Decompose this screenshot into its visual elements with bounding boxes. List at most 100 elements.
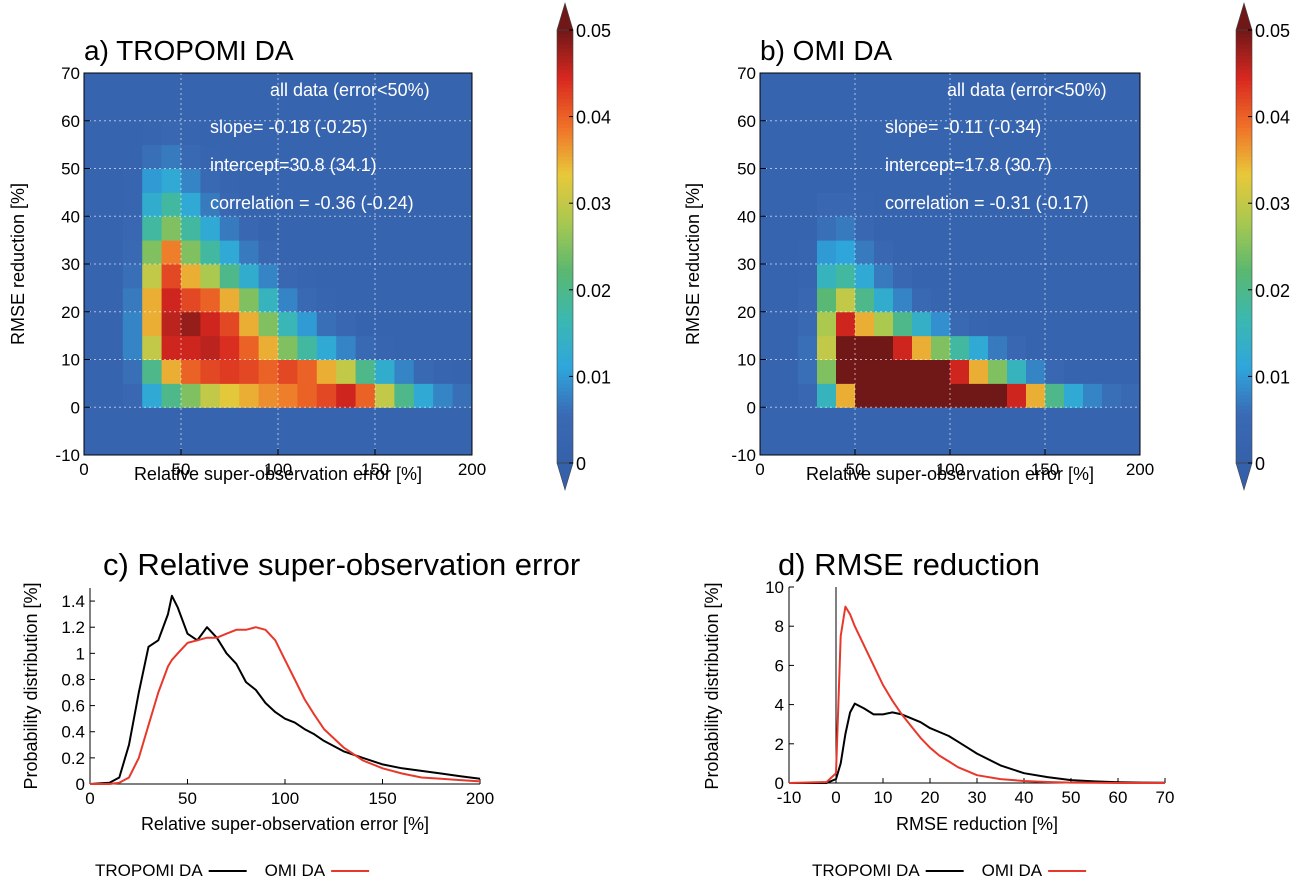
heatmap-cell	[912, 359, 932, 384]
heatmap-cell	[219, 287, 240, 313]
colorbar-segment	[1236, 325, 1252, 330]
colorbar-segment	[557, 246, 573, 251]
x-axis-label: Relative super-observation error [%]	[806, 464, 1094, 484]
colorbar-tick-label: 0.02	[576, 281, 611, 301]
colorbar-segment	[1236, 181, 1252, 186]
y-tick-label: 10	[61, 351, 80, 370]
heatmap-cell	[1064, 192, 1084, 217]
heatmap-cell	[142, 287, 163, 313]
heatmap-cell	[1026, 264, 1046, 289]
colorbar-tick-label: 0.03	[1255, 194, 1290, 214]
heatmap-cell	[1102, 192, 1122, 217]
y-tick-label: 60	[61, 112, 80, 131]
heatmap-cell	[200, 383, 221, 408]
heatmap-cell	[316, 431, 337, 456]
colorbar-segment	[1236, 206, 1252, 211]
colorbar-segment	[557, 394, 573, 399]
colorbar-segment	[1236, 91, 1252, 96]
colorbar-segment	[1236, 141, 1252, 146]
heatmap-cell	[452, 240, 473, 265]
colorbar-segment	[1236, 87, 1252, 92]
heatmap-cell	[1083, 144, 1103, 169]
heatmap-cell	[988, 431, 1008, 456]
heatmap-cell	[433, 120, 454, 146]
line-series	[789, 702, 1166, 784]
x-axis-label: RMSE reduction [%]	[896, 814, 1058, 834]
x-tick-label: 0	[755, 460, 764, 479]
colorbar-segment	[557, 390, 573, 395]
heatmap-cell	[161, 383, 182, 408]
y-tick-label: 1.4	[61, 592, 85, 611]
y-tick-label: -10	[731, 446, 756, 465]
heatmap-cell	[297, 73, 318, 98]
heatmap-cell	[258, 359, 279, 384]
heatmap-cell	[355, 168, 376, 193]
y-tick-label: 0	[747, 398, 756, 417]
heatmap-cell	[931, 264, 951, 289]
heatmap-cell	[122, 240, 143, 265]
colorbar-segment	[1236, 228, 1252, 233]
heatmap-cell	[336, 287, 357, 313]
heatmap-cell	[452, 264, 473, 289]
colorbar-segment	[557, 271, 573, 276]
heatmap-cell	[103, 144, 124, 169]
y-tick-label: 0	[775, 774, 784, 793]
heatmap-cell	[297, 359, 318, 384]
colorbar-segment	[1236, 62, 1252, 67]
x-tick-label: 0	[79, 460, 88, 479]
colorbar-segment	[1236, 329, 1252, 334]
heatmap-cell	[1102, 144, 1122, 169]
heatmap-cell	[855, 144, 875, 169]
heatmap-cell	[452, 431, 473, 456]
heatmap-cell	[836, 120, 856, 146]
heatmap-cell	[336, 96, 357, 122]
y-tick-label: 4	[775, 696, 784, 715]
heatmap-cell	[836, 264, 856, 289]
x-tick-label: 150	[368, 789, 396, 808]
colorbar-segment	[557, 275, 573, 280]
colorbar-segment	[557, 260, 573, 266]
heatmap-cell	[122, 264, 143, 289]
heatmap-cell	[988, 240, 1008, 265]
x-axis-label: Relative super-observation error [%]	[141, 814, 429, 834]
colorbar-segment	[1236, 441, 1252, 446]
colorbar-segment	[1236, 138, 1252, 143]
colorbar-segment	[557, 455, 573, 460]
heatmap-cell	[988, 335, 1008, 360]
colorbar-segment	[1236, 44, 1252, 49]
colorbar-segment	[1236, 134, 1252, 139]
heatmap-cell	[316, 359, 337, 384]
heatmap-cell	[413, 192, 434, 217]
colorbar-segment	[1236, 214, 1252, 219]
heatmap-cell	[84, 264, 104, 289]
colorbar-segment	[557, 170, 573, 175]
x-tick-label: 200	[466, 789, 494, 808]
colorbar-segment	[557, 232, 573, 237]
colorbar-segment	[1236, 66, 1252, 71]
heatmap-cell	[779, 359, 799, 384]
heatmap-cell	[433, 73, 454, 98]
colorbar-segment	[1236, 282, 1252, 287]
heatmap-cell	[836, 216, 856, 241]
heatmap-cell	[122, 383, 143, 408]
heatmap-cell	[760, 407, 780, 432]
heatmap-cell	[258, 216, 279, 241]
heatmap-cell	[1083, 359, 1103, 384]
colorbar-segment	[1236, 289, 1252, 294]
heatmap-cell	[103, 96, 124, 122]
heatmap-cell	[1102, 216, 1122, 241]
heatmap-cell	[297, 407, 318, 432]
colorbar-segment	[1236, 177, 1252, 183]
heatmap-cell	[1045, 383, 1065, 408]
heatmap-cell	[1026, 335, 1046, 360]
colorbar-segment	[1236, 55, 1252, 60]
colorbar-segment	[1236, 51, 1252, 56]
colorbar-segment	[1236, 199, 1252, 204]
heatmap-cell	[893, 359, 913, 384]
heatmap-cell	[1121, 216, 1141, 241]
heatmap-cell	[1026, 168, 1046, 193]
heatmap-cell	[893, 335, 913, 360]
colorbar-segment	[557, 365, 573, 370]
heatmap-cell	[413, 144, 434, 169]
heatmap-cell	[1083, 383, 1103, 408]
